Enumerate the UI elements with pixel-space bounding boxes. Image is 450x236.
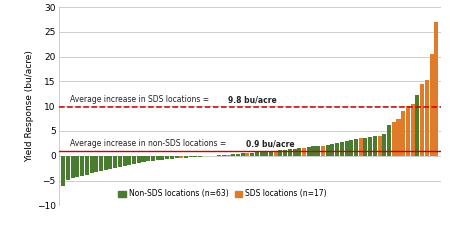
- Bar: [288, 149, 292, 156]
- Bar: [354, 139, 358, 156]
- Bar: [160, 156, 164, 160]
- Text: Average increase in SDS locations =: Average increase in SDS locations =: [70, 95, 212, 104]
- Bar: [156, 156, 160, 160]
- Bar: [297, 148, 302, 156]
- Bar: [264, 151, 268, 156]
- Bar: [184, 156, 188, 158]
- Bar: [401, 111, 405, 156]
- Text: 0.9 bu/acre: 0.9 bu/acre: [246, 139, 295, 148]
- Bar: [279, 150, 283, 156]
- Bar: [250, 153, 254, 156]
- Bar: [311, 146, 315, 156]
- Bar: [415, 95, 419, 156]
- Bar: [274, 151, 278, 156]
- Bar: [430, 54, 433, 156]
- Bar: [122, 156, 126, 166]
- Bar: [269, 151, 273, 156]
- Bar: [170, 156, 174, 159]
- Bar: [113, 156, 117, 168]
- Bar: [132, 156, 136, 164]
- Bar: [302, 148, 306, 156]
- Bar: [245, 153, 249, 156]
- Legend: Non-SDS locations (n=63), SDS locations (n=17): Non-SDS locations (n=63), SDS locations …: [115, 186, 330, 202]
- Bar: [420, 84, 424, 156]
- Bar: [345, 141, 349, 156]
- Bar: [340, 142, 344, 156]
- Bar: [194, 156, 198, 157]
- Bar: [222, 155, 226, 156]
- Bar: [260, 152, 264, 156]
- Bar: [76, 156, 79, 177]
- Text: Average increase in non-SDS locations =: Average increase in non-SDS locations =: [70, 139, 229, 148]
- Bar: [411, 104, 414, 156]
- Bar: [307, 147, 311, 156]
- Bar: [387, 125, 391, 156]
- Bar: [141, 156, 145, 162]
- Bar: [217, 155, 221, 156]
- Bar: [80, 156, 84, 176]
- Bar: [236, 154, 240, 156]
- Bar: [378, 136, 382, 156]
- Bar: [373, 136, 377, 156]
- Bar: [146, 156, 150, 161]
- Bar: [434, 22, 438, 156]
- Bar: [71, 156, 75, 178]
- Bar: [330, 144, 334, 156]
- Bar: [137, 156, 141, 163]
- Bar: [359, 138, 363, 156]
- Bar: [368, 137, 372, 156]
- Bar: [255, 152, 259, 156]
- Bar: [425, 80, 429, 156]
- Bar: [99, 156, 103, 171]
- Bar: [335, 143, 339, 156]
- Bar: [90, 156, 94, 173]
- Bar: [283, 150, 287, 156]
- Bar: [127, 156, 131, 165]
- Bar: [326, 145, 330, 156]
- Bar: [85, 156, 89, 175]
- Text: 9.8 bu/acre: 9.8 bu/acre: [229, 95, 277, 104]
- Bar: [292, 149, 297, 156]
- Bar: [382, 135, 387, 156]
- Bar: [392, 122, 396, 156]
- Bar: [316, 146, 320, 156]
- Bar: [231, 154, 235, 156]
- Bar: [189, 156, 193, 157]
- Bar: [108, 156, 112, 169]
- Bar: [179, 156, 183, 158]
- Bar: [321, 146, 325, 156]
- Bar: [151, 156, 155, 161]
- Y-axis label: Yield Response (bu/acre): Yield Response (bu/acre): [25, 50, 34, 162]
- Bar: [104, 156, 108, 170]
- Bar: [165, 156, 169, 159]
- Bar: [175, 156, 179, 158]
- Bar: [396, 118, 400, 156]
- Bar: [364, 138, 368, 156]
- Bar: [349, 140, 353, 156]
- Bar: [241, 153, 245, 156]
- Bar: [226, 155, 230, 156]
- Bar: [61, 156, 65, 186]
- Bar: [406, 106, 410, 156]
- Bar: [66, 156, 70, 180]
- Bar: [118, 156, 122, 167]
- Bar: [94, 156, 98, 172]
